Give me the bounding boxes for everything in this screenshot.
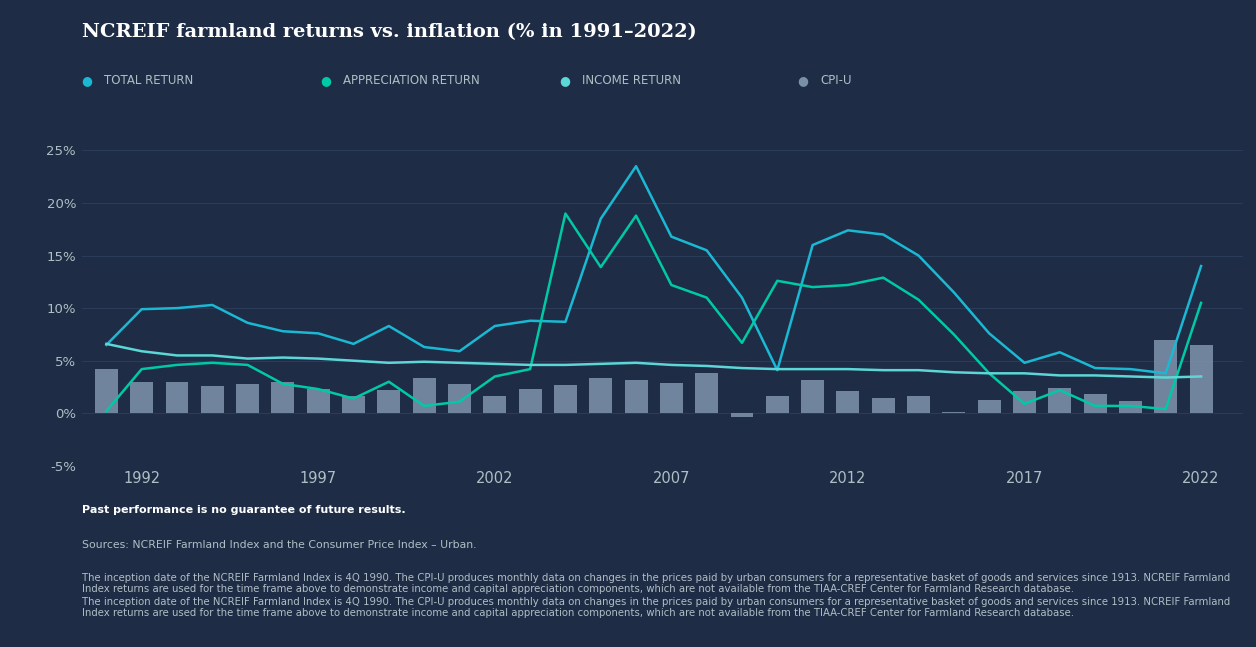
Bar <box>131 382 153 413</box>
Bar <box>1014 391 1036 413</box>
Bar <box>413 378 436 413</box>
Bar <box>1084 394 1107 413</box>
Bar <box>306 389 330 413</box>
Text: CPI-U: CPI-U <box>820 74 852 87</box>
Bar <box>731 413 754 417</box>
Bar <box>166 382 188 413</box>
Bar <box>448 384 471 413</box>
Bar <box>519 389 541 413</box>
Bar <box>766 397 789 413</box>
Text: Past performance is no guarantee of future results.: Past performance is no guarantee of futu… <box>82 505 406 514</box>
Bar <box>1189 345 1212 413</box>
Text: ●: ● <box>798 74 809 87</box>
Bar <box>1049 388 1071 413</box>
Bar <box>201 386 224 413</box>
Bar <box>554 385 577 413</box>
Bar <box>1119 400 1142 413</box>
Bar <box>624 380 648 413</box>
Bar <box>271 382 294 413</box>
Bar <box>836 391 859 413</box>
Text: The inception date of the NCREIF Farmland Index is 4Q 1990. The CPI-U produces m: The inception date of the NCREIF Farmlan… <box>82 573 1230 594</box>
Bar <box>342 397 365 413</box>
Text: The inception date of the NCREIF Farmland Index is 4Q 1990. The CPI-U produces m: The inception date of the NCREIF Farmlan… <box>82 597 1230 618</box>
Bar <box>589 378 612 413</box>
Text: TOTAL RETURN: TOTAL RETURN <box>104 74 193 87</box>
Bar <box>1154 340 1177 413</box>
Bar <box>95 369 118 413</box>
Bar <box>484 397 506 413</box>
Text: ●: ● <box>559 74 570 87</box>
Bar <box>377 390 401 413</box>
Text: INCOME RETURN: INCOME RETURN <box>582 74 681 87</box>
Bar <box>659 383 683 413</box>
Text: Sources: NCREIF Farmland Index and the Consumer Price Index – Urban.: Sources: NCREIF Farmland Index and the C… <box>82 540 476 550</box>
Text: APPRECIATION RETURN: APPRECIATION RETURN <box>343 74 480 87</box>
Bar <box>907 397 929 413</box>
Bar <box>236 384 259 413</box>
Bar <box>872 397 894 413</box>
Text: ●: ● <box>320 74 332 87</box>
Bar <box>801 380 824 413</box>
Text: ●: ● <box>82 74 93 87</box>
Text: NCREIF farmland returns vs. inflation (% in 1991–2022): NCREIF farmland returns vs. inflation (%… <box>82 23 696 41</box>
Bar <box>977 400 1001 413</box>
Bar <box>696 373 718 413</box>
Bar <box>942 412 966 413</box>
